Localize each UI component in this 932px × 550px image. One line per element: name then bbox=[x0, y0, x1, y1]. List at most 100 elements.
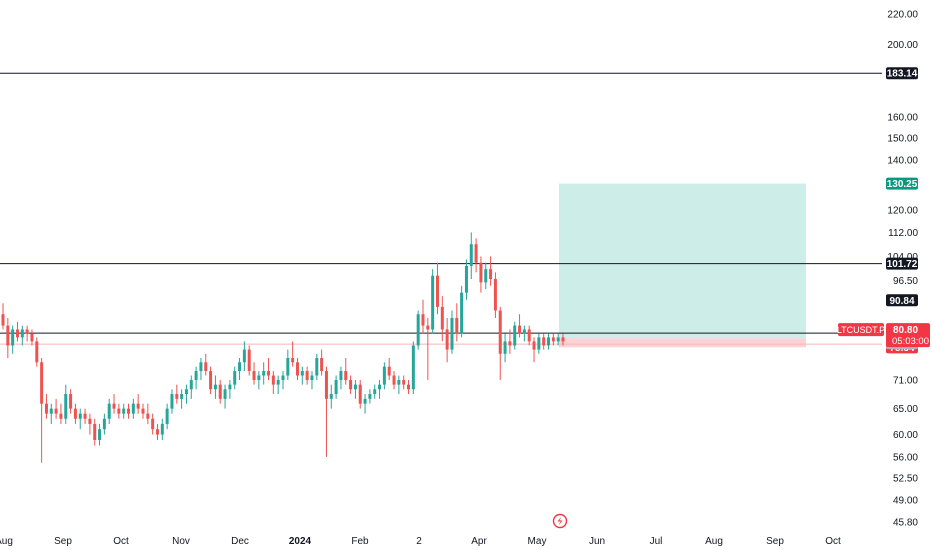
candle-body bbox=[233, 371, 237, 385]
candle-body bbox=[378, 384, 382, 390]
candle-body bbox=[6, 325, 10, 346]
candle-body bbox=[223, 389, 227, 399]
candle bbox=[49, 403, 53, 424]
candle bbox=[242, 341, 246, 372]
candle bbox=[460, 285, 464, 338]
candle bbox=[498, 306, 502, 381]
candle bbox=[556, 333, 560, 346]
x-tick-label: Jul bbox=[650, 536, 663, 547]
candle bbox=[98, 423, 102, 446]
price-axis[interactable]: 220.00 200.00 160.00 150.00 140.00 120.00 112.… bbox=[887, 9, 918, 528]
loss-zone[interactable] bbox=[559, 338, 806, 348]
candle bbox=[411, 341, 415, 395]
candle bbox=[450, 310, 454, 354]
candle bbox=[387, 358, 391, 381]
candle bbox=[479, 256, 483, 293]
candle bbox=[175, 384, 179, 404]
candle bbox=[281, 371, 285, 390]
candle-body bbox=[489, 269, 493, 280]
candle bbox=[127, 403, 131, 419]
candle bbox=[320, 349, 324, 376]
x-tick-label: 2024 bbox=[289, 536, 312, 547]
candle bbox=[180, 389, 184, 409]
candle bbox=[373, 384, 377, 399]
candle-body bbox=[35, 341, 39, 363]
candle-body bbox=[344, 371, 348, 381]
candle-body bbox=[339, 371, 343, 381]
y-tick-label: 220.00 bbox=[887, 9, 918, 20]
candle bbox=[276, 375, 280, 395]
candle-body bbox=[271, 375, 275, 385]
candle-body bbox=[189, 380, 193, 390]
candle-body bbox=[11, 329, 15, 346]
x-tick-label: Dec bbox=[231, 536, 249, 547]
candle-body bbox=[513, 325, 517, 346]
candle-body bbox=[435, 275, 439, 307]
y-tick-label: 56.00 bbox=[893, 452, 918, 463]
candle-body bbox=[20, 329, 24, 338]
level-label-1: 101.72 bbox=[886, 257, 918, 270]
candle-body bbox=[78, 413, 82, 419]
x-tick-label: Feb bbox=[351, 536, 369, 547]
x-tick-label: May bbox=[528, 536, 547, 547]
candle bbox=[25, 325, 29, 342]
candle-body bbox=[93, 423, 97, 440]
profit-zone[interactable] bbox=[559, 183, 806, 339]
candle-body bbox=[175, 394, 179, 399]
candle-body bbox=[83, 413, 87, 419]
candle-body bbox=[276, 380, 280, 385]
candle-body bbox=[431, 275, 435, 330]
candle bbox=[54, 398, 58, 419]
candle bbox=[378, 380, 382, 399]
candle-body bbox=[102, 418, 106, 430]
candle-body bbox=[209, 371, 213, 390]
candle bbox=[93, 418, 97, 446]
candle-body bbox=[493, 279, 497, 311]
candle-body bbox=[242, 349, 246, 363]
candle-body bbox=[407, 384, 411, 390]
candle-body bbox=[127, 408, 131, 414]
candle-body bbox=[88, 418, 92, 424]
candle bbox=[262, 362, 266, 385]
candle-body bbox=[291, 358, 295, 363]
candle-body bbox=[305, 371, 309, 381]
candle-body bbox=[141, 408, 145, 414]
candle-body bbox=[238, 362, 242, 372]
candle-body bbox=[373, 389, 377, 395]
candle bbox=[131, 398, 135, 419]
candle bbox=[233, 366, 237, 390]
x-tick-label: Sep bbox=[54, 536, 72, 547]
candle bbox=[522, 325, 526, 342]
candle-body bbox=[397, 380, 401, 385]
candle-body bbox=[160, 423, 164, 435]
svg-text:130.25: 130.25 bbox=[887, 179, 918, 190]
candle bbox=[238, 358, 242, 381]
candle bbox=[267, 358, 271, 381]
x-tick-label: Oct bbox=[825, 536, 841, 547]
svg-text:183.14: 183.14 bbox=[887, 69, 918, 80]
candle bbox=[542, 333, 546, 350]
candle bbox=[392, 371, 396, 390]
candle bbox=[527, 325, 531, 346]
candle bbox=[141, 403, 145, 419]
candle bbox=[107, 398, 111, 424]
candle-body bbox=[358, 384, 362, 404]
candle-body bbox=[561, 337, 565, 342]
y-tick-label: 96.50 bbox=[893, 276, 918, 287]
candle bbox=[44, 394, 48, 419]
time-axis[interactable]: Aug Sep Oct Nov Dec 2024 Feb 2 Apr May Jun Jul Aug Se… bbox=[0, 536, 841, 547]
candle bbox=[78, 408, 82, 430]
price-label-90: 90.84 bbox=[886, 294, 918, 307]
candle bbox=[508, 329, 512, 354]
candle bbox=[213, 375, 217, 399]
flash-icon[interactable] bbox=[552, 513, 568, 529]
y-tick-label: 49.00 bbox=[893, 496, 918, 507]
y-tick-label: 160.00 bbox=[887, 112, 918, 123]
candle bbox=[73, 403, 77, 424]
candle-body bbox=[315, 358, 319, 376]
candle bbox=[537, 333, 541, 354]
symbol-tag[interactable]: LTCUSDT.P bbox=[837, 323, 885, 337]
x-tick-label: Oct bbox=[113, 536, 129, 547]
